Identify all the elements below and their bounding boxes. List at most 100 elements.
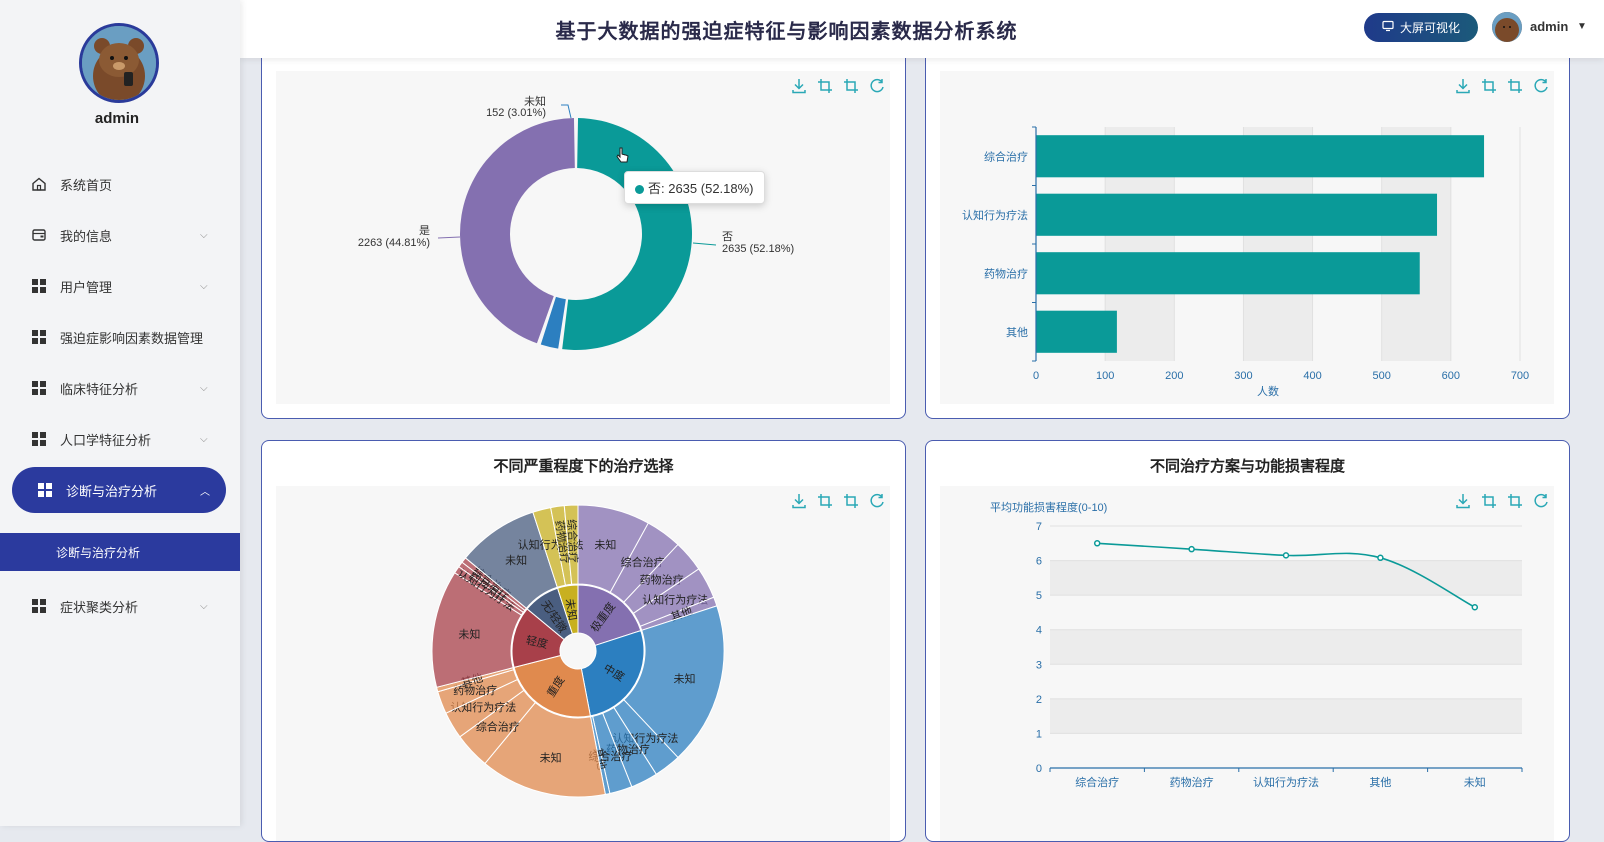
y-tick-label: 3 — [1036, 659, 1042, 671]
sidebar-item-symptom-clustering[interactable]: 症状聚类分析 ⌵ — [12, 583, 226, 629]
header-avatar[interactable] — [1492, 12, 1522, 42]
y-tick-label: 5 — [1036, 590, 1042, 602]
panel-sunburst: 不同严重程度下的治疗选择 极重度 中度 重度 轻度 无/轻微 未知 未知 综合治疗 药物治疗 认知… — [261, 440, 906, 842]
undo-icon[interactable] — [1506, 492, 1524, 510]
y-tick-label: 认知行为疗法 — [962, 208, 1028, 222]
sunburst-outer-label: 药物治疗 — [453, 683, 497, 697]
top-header: 基于大数据的强迫症特征与影响因素数据分析系统 大屏可视化 admin ▼ — [240, 0, 1604, 58]
x-tick-label: 认知行为疗法 — [1253, 775, 1319, 789]
tooltip-text: 否: 2635 (52.18%) — [648, 181, 754, 196]
bigscreen-button[interactable]: 大屏可视化 — [1364, 13, 1478, 42]
y-tick-label: 4 — [1036, 625, 1042, 637]
sidebar-item-label: 系统首页 — [60, 177, 113, 193]
refresh-icon[interactable] — [868, 492, 886, 510]
avatar[interactable] — [79, 23, 159, 103]
caret-down-icon[interactable]: ▼ — [1577, 21, 1587, 32]
bear-avatar-icon — [82, 26, 156, 100]
label-line — [437, 236, 461, 239]
chart-title: 不同严重程度下的治疗选择 — [493, 458, 674, 475]
chart-toolbox — [790, 492, 886, 510]
data-point — [1188, 545, 1195, 553]
sunburst-outer-label: 未知 — [540, 751, 562, 765]
slice-label: 152 (3.01%) — [486, 107, 546, 119]
download-icon[interactable] — [790, 492, 808, 510]
monitor-icon — [1382, 20, 1394, 35]
x-tick-label: 100 — [1096, 370, 1114, 382]
grid-icon — [30, 277, 48, 295]
page-title: 基于大数据的强迫症特征与影响因素数据分析系统 — [555, 21, 1018, 43]
grid-band — [1050, 629, 1522, 665]
refresh-icon[interactable] — [1532, 492, 1550, 510]
sidebar-item-diagnosis-treatment[interactable]: 诊断与治疗分析 ︿ — [12, 467, 226, 513]
donut-slice — [460, 118, 575, 344]
sidebar-item-home[interactable]: 系统首页 — [12, 161, 226, 207]
slice-label: 2635 (52.18%) — [722, 243, 794, 255]
refresh-icon[interactable] — [1532, 77, 1550, 95]
slice-label: 未知 — [524, 94, 546, 108]
undo-icon[interactable] — [842, 77, 860, 95]
sunburst-outer-label: 未知 — [505, 553, 527, 567]
chevron-down-icon: ⌵ — [200, 600, 208, 612]
data-point — [1282, 552, 1290, 559]
sidebar-item-clinical-analysis[interactable]: 临床特征分析 ⌵ — [12, 365, 226, 411]
sunburst-outer-label: 综合治疗 — [621, 555, 665, 569]
zoom-icon[interactable] — [1480, 492, 1498, 510]
header-username[interactable]: admin — [1530, 19, 1569, 34]
x-tick-label: 200 — [1165, 370, 1183, 382]
y-tick-label: 综合治疗 — [984, 149, 1028, 163]
bar — [1036, 135, 1485, 178]
sunburst-inner-segment — [577, 584, 642, 647]
x-tick-label: 400 — [1303, 370, 1321, 382]
slice-label: 否 — [722, 231, 733, 243]
panel-bar: 0 100 200 300 400 500 600 700 综合治疗 认知行为疗法 药物治疗 其他 人数 — [925, 40, 1570, 419]
sunburst-outer-label: 药物治疗 — [640, 573, 684, 587]
submenu-item-label: 诊断与治疗分析 — [56, 545, 141, 560]
sunburst-outer-label: 未知 — [674, 671, 696, 685]
submenu-item-diagnosis-treatment[interactable]: 诊断与治疗分析 — [0, 533, 240, 571]
sidebar-item-label: 我的信息 — [60, 228, 113, 244]
sunburst-inner-segment — [513, 654, 591, 718]
sidebar-item-label: 临床特征分析 — [60, 381, 139, 397]
sidebar-item-demographic-analysis[interactable]: 人口学特征分析 ⌵ — [12, 416, 226, 462]
sunburst-inner-segment — [580, 629, 645, 717]
chart-title: 不同治疗方案与功能损害程度 — [1149, 458, 1345, 475]
x-tick-label: 综合治疗 — [1075, 775, 1119, 789]
sunburst-inner-segment — [556, 584, 579, 635]
chart-tooltip: 否: 2635 (52.18%) — [624, 171, 765, 204]
sunburst-inner-label: 未知 — [563, 598, 580, 622]
undo-icon[interactable] — [1506, 77, 1524, 95]
y-tick-label: 7 — [1036, 521, 1042, 533]
download-icon[interactable] — [1454, 77, 1472, 95]
sidebar-item-my-info[interactable]: 我的信息 ⌵ — [12, 212, 226, 258]
zoom-icon[interactable] — [1480, 77, 1498, 95]
bar — [1036, 193, 1438, 236]
panel-donut: 否 2635 (52.18%) 未知 152 (3.01%) 是 2263 (44.81%… — [261, 40, 906, 419]
chart-toolbox — [1454, 492, 1550, 510]
donut-slice — [540, 296, 566, 349]
x-tick-label: 300 — [1234, 370, 1252, 382]
chart-area: 0 100 200 300 400 500 600 700 综合治疗 认知行为疗法 药物治疗 其他 人数 — [940, 71, 1554, 404]
zoom-icon[interactable] — [816, 77, 834, 95]
chevron-down-icon: ⌵ — [200, 382, 208, 394]
x-tick-label: 0 — [1033, 370, 1039, 382]
data-point — [1471, 603, 1479, 611]
wallet-icon — [30, 226, 48, 244]
undo-icon[interactable] — [842, 492, 860, 510]
y-tick-label: 药物治疗 — [984, 266, 1028, 280]
zoom-icon[interactable] — [816, 492, 834, 510]
grid-icon — [30, 430, 48, 448]
sunburst-outer-segment — [623, 605, 725, 759]
refresh-icon[interactable] — [868, 77, 886, 95]
download-icon[interactable] — [1454, 492, 1472, 510]
y-tick-label: 其他 — [1006, 326, 1028, 339]
grid-icon — [36, 481, 54, 499]
chart-area: 极重度 中度 重度 轻度 无/轻微 未知 未知 综合治疗 药物治疗 认知行为疗法 其他 未知 认知行为疗… — [276, 486, 890, 841]
sidebar-item-user-management[interactable]: 用户管理 ⌵ — [12, 263, 226, 309]
sidebar-item-data-management[interactable]: 强迫症影响因素数据管理 — [12, 314, 226, 360]
sidebar-item-label: 人口学特征分析 — [60, 432, 152, 448]
line-chart: 0 1 2 3 4 5 6 7 综合治疗 药物治疗 认知行为疗法 其他 未知 平均功能损害程度(0-10) — [990, 500, 1523, 789]
sunburst-inner-segment — [511, 608, 565, 669]
download-icon[interactable] — [790, 77, 808, 95]
label-line — [692, 242, 717, 246]
